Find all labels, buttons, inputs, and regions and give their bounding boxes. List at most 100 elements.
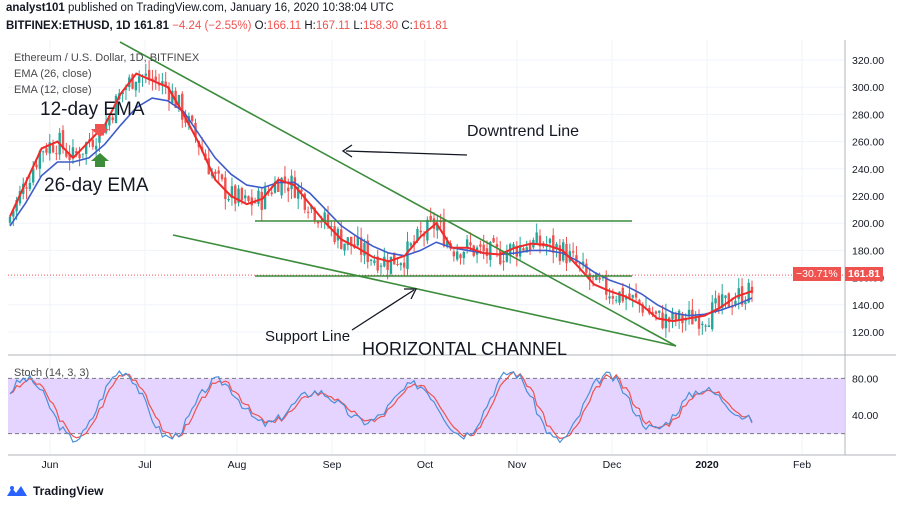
support-arrowhead xyxy=(404,288,418,300)
candle-body xyxy=(333,226,336,242)
candle-body xyxy=(654,311,658,314)
candle-body xyxy=(35,164,38,168)
ema26-line xyxy=(9,97,753,317)
candle-body xyxy=(512,244,515,249)
candle-body xyxy=(429,215,432,220)
close-label: C: xyxy=(401,20,413,32)
candle-body xyxy=(306,211,310,213)
up-marker-icon xyxy=(91,153,109,167)
candle-body xyxy=(707,325,711,327)
candle-body xyxy=(581,261,585,265)
last-price-tag: 161.81 xyxy=(845,267,884,281)
stoch-tick-label: 80.00 xyxy=(852,373,878,385)
candle-body xyxy=(359,237,363,255)
candle-body xyxy=(75,151,78,154)
candle-body xyxy=(402,262,406,268)
candle-body xyxy=(502,261,505,263)
candle-body xyxy=(499,249,502,264)
candle-body xyxy=(416,228,419,242)
candle-body xyxy=(283,176,287,184)
candle-body xyxy=(8,216,12,223)
candle-body xyxy=(346,237,350,246)
candle-body xyxy=(631,295,634,298)
down-marker-icon xyxy=(91,124,109,137)
candle-body xyxy=(469,242,472,246)
candle-body xyxy=(462,251,466,259)
candle-body xyxy=(45,148,48,153)
candle-body xyxy=(51,144,55,153)
candle-body xyxy=(280,177,283,196)
candle-body xyxy=(638,299,641,304)
candle-body xyxy=(389,256,393,274)
x-tick-label: Jun xyxy=(42,459,59,471)
downtrend-annotation: Downtrend Line xyxy=(467,123,580,140)
candle-body xyxy=(171,90,174,103)
candle-body xyxy=(217,170,220,174)
candle-body xyxy=(446,241,449,247)
channel-annotation: HORIZONTAL CHANNEL xyxy=(362,339,568,359)
tradingview-logo[interactable]: TradingView xyxy=(6,484,103,498)
candle-body xyxy=(257,190,260,204)
candle-body xyxy=(611,296,615,299)
candle-body xyxy=(495,244,499,248)
tradingview-icon xyxy=(7,486,27,496)
candle-body xyxy=(624,297,628,300)
candle-body xyxy=(65,151,68,157)
candle-body xyxy=(38,151,42,169)
candle-body xyxy=(12,210,15,217)
legend-ema26: EMA (26, close) xyxy=(14,68,92,80)
candle-body xyxy=(720,294,724,309)
y-tick-label: 320.00 xyxy=(852,55,884,67)
candle-body xyxy=(84,142,88,155)
candle-body xyxy=(273,181,277,193)
candle-body xyxy=(684,319,687,321)
candle-body xyxy=(55,153,58,155)
high-value: 167.11 xyxy=(315,20,351,32)
candle-body xyxy=(598,277,601,280)
candle-body xyxy=(376,256,379,271)
candle-body xyxy=(131,74,134,89)
last-price: 161.81 xyxy=(133,20,169,32)
x-tick-label: Oct xyxy=(417,459,433,471)
candle-body xyxy=(465,239,469,249)
candle-body xyxy=(303,193,307,210)
symbol[interactable]: BITFINEX:ETHUSD, 1D xyxy=(6,20,131,32)
publisher-name[interactable]: analyst101 xyxy=(6,2,65,14)
candle-body xyxy=(48,142,51,154)
legend-title: Ethereum / U.S. Dollar, 1D, BITFINEX xyxy=(14,52,200,64)
ema26-annotation: 26-day EMA xyxy=(44,175,149,196)
candle-body xyxy=(515,245,519,257)
candle-body xyxy=(78,154,81,159)
candle-body xyxy=(750,286,754,294)
y-tick-label: 220.00 xyxy=(852,191,884,203)
candle-body xyxy=(744,302,747,304)
candle-body xyxy=(485,248,489,256)
symbol-line: BITFINEX:ETHUSD, 1D 161.81 −4.24 (−2.55%… xyxy=(6,20,448,32)
candle-body xyxy=(330,226,333,228)
candle-body xyxy=(300,189,303,192)
candle-body xyxy=(575,255,578,264)
candle-body xyxy=(94,145,98,150)
candle-body xyxy=(535,232,538,244)
candle-body xyxy=(482,244,485,252)
candle-body xyxy=(316,221,320,224)
candle-body xyxy=(147,69,151,81)
candle-body xyxy=(263,188,267,210)
candle-body xyxy=(634,293,638,298)
candle-body xyxy=(164,81,167,87)
candle-body xyxy=(227,199,230,201)
candle-body xyxy=(704,325,707,327)
candle-body xyxy=(489,241,492,260)
candle-body xyxy=(548,238,552,244)
candle-body xyxy=(571,251,575,253)
candle-body xyxy=(134,81,138,91)
support-annotation: Support Line xyxy=(265,328,351,345)
y-tick-label: 280.00 xyxy=(852,109,884,121)
candle-body xyxy=(399,263,403,266)
candle-body xyxy=(528,243,532,251)
candle-body xyxy=(585,263,588,273)
stoch-title: Stoch (14, 3, 3) xyxy=(14,367,90,379)
publisher-line: analyst101 published on TradingView.com,… xyxy=(6,2,394,14)
candle-body xyxy=(28,182,32,190)
